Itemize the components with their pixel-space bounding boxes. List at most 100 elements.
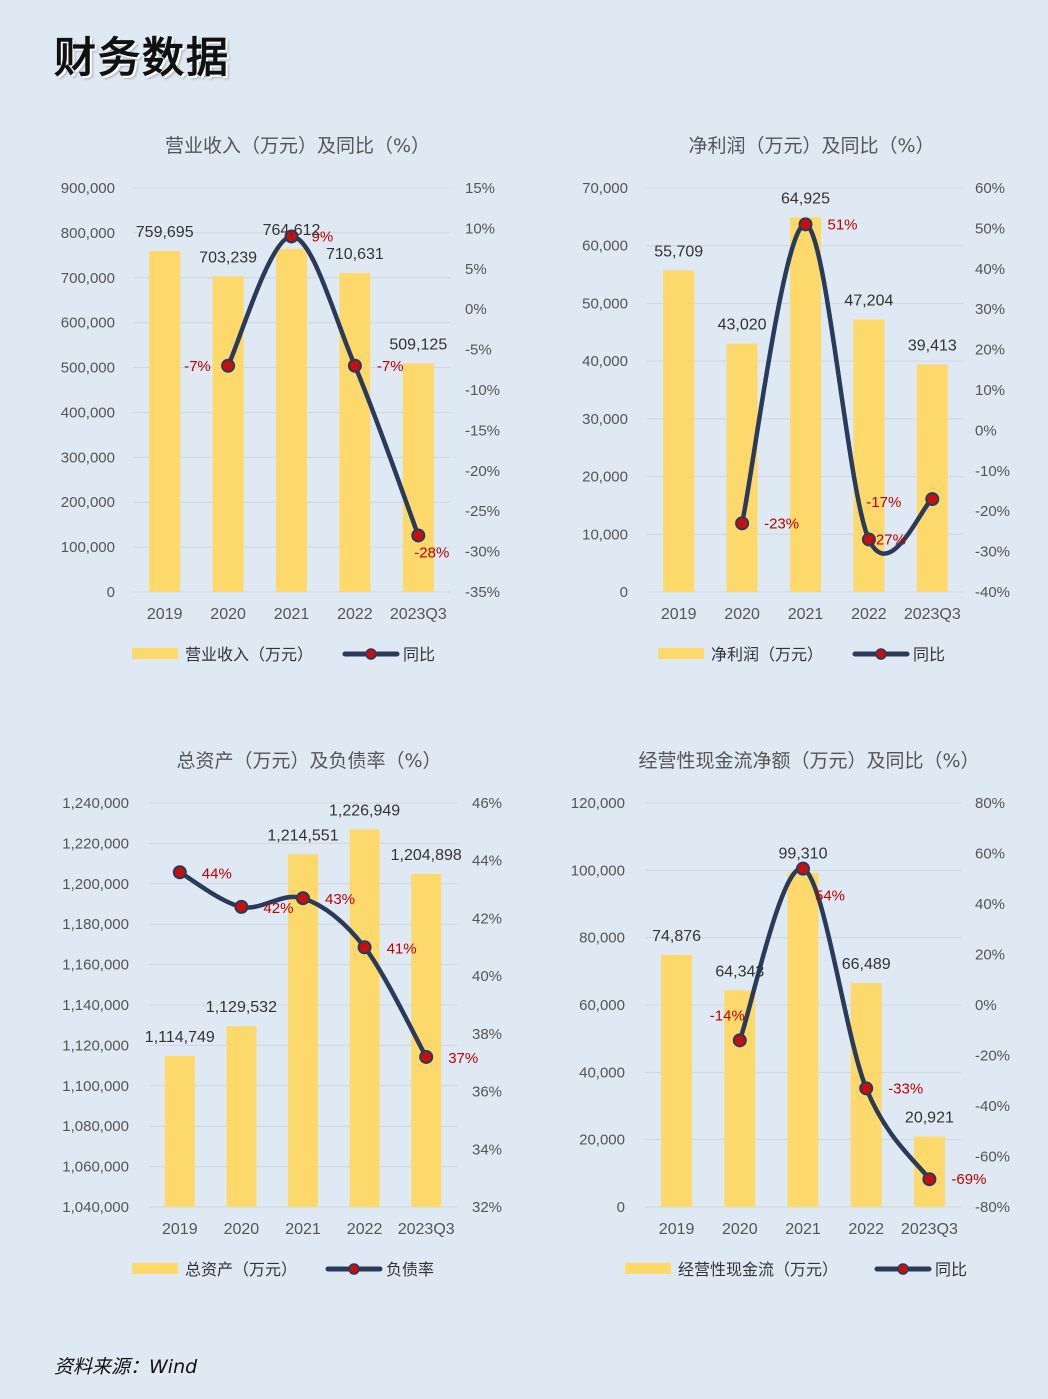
left-tick-label: 900,000 [61, 180, 115, 197]
line-marker [859, 1081, 874, 1096]
total-assets-chart: 总资产（万元）及负债率（%） 1,040,000 1,060,000 1,080,00… [0, 735, 524, 1315]
bar [276, 248, 307, 592]
x-tick-label: 2022 [347, 1221, 383, 1238]
legend-line-marker [365, 648, 377, 660]
left-tick-label: 0 [107, 584, 115, 601]
right-tick-label: -20% [975, 503, 1010, 520]
x-tick-label: 2020 [722, 1221, 758, 1238]
left-tick-label: 300,000 [61, 449, 115, 466]
pct-label: 44% [202, 865, 232, 882]
pct-label: 42% [263, 900, 293, 917]
left-tick-label: 10,000 [582, 526, 628, 543]
revenue-svg: 营业收入（万元）及同比（%） 0 100,000 200,000 300,000 400,… [61, 135, 500, 664]
right-tick-label: 10% [975, 382, 1005, 399]
right-tick-label: 40% [975, 896, 1005, 913]
pct-label: -69% [951, 1171, 986, 1188]
pct-label: -7% [377, 358, 404, 375]
bar [339, 273, 371, 592]
x-tick-label: 2019 [659, 1221, 695, 1238]
x-tick-label: 2023Q3 [398, 1221, 455, 1238]
right-tick-label: 32% [472, 1199, 502, 1216]
line-marker [925, 492, 940, 507]
bar [790, 217, 821, 592]
bar-value-label: 43,020 [718, 317, 767, 334]
right-tick-label: 40% [975, 261, 1005, 278]
profit-svg: 净利润（万元）及同比（%） 0 10,000 20,000 30,000 40,000 50… [582, 135, 1010, 664]
left-tick-label: 80,000 [579, 930, 625, 947]
left-tick-label: 20,000 [582, 469, 628, 486]
legend-bar-swatch [658, 648, 704, 659]
legend-bar-label: 总资产（万元） [185, 1260, 297, 1279]
x-tick-label: 2023Q3 [390, 606, 447, 623]
line-marker [172, 865, 187, 880]
pct-label: 37% [448, 1050, 478, 1067]
pct-label: -27% [871, 531, 906, 548]
bar-value-label: 1,204,898 [391, 847, 462, 864]
legend-line-label: 负债率 [386, 1260, 434, 1279]
right-tick-label: 44% [472, 853, 502, 870]
bar [349, 829, 380, 1207]
right-tick-label: 42% [472, 910, 502, 927]
left-tick-label: 1,100,000 [62, 1078, 129, 1095]
right-tick-label: 0% [975, 997, 997, 1014]
right-tick-label: 20% [975, 342, 1005, 359]
bar [661, 954, 693, 1207]
net-profit-chart: 净利润（万元）及同比（%） 0 10,000 20,000 30,000 40,000 50… [524, 120, 1048, 700]
right-tick-label: -60% [975, 1149, 1010, 1166]
right-tick-label: -5% [465, 342, 492, 359]
bar [853, 319, 885, 592]
right-tick-label: 34% [472, 1141, 502, 1158]
legend-line-marker [875, 648, 887, 660]
right-tick-label: 10% [465, 220, 495, 237]
line-series [739, 222, 935, 556]
left-tick-label: 1,040,000 [62, 1199, 129, 1216]
left-tick-label: 1,240,000 [62, 795, 129, 812]
chart-title: 净利润（万元）及同比（%） [688, 135, 934, 157]
line-marker [296, 891, 310, 906]
bar-value-label: 1,129,532 [206, 999, 277, 1016]
right-tick-label: -15% [465, 422, 500, 439]
revenue-chart: 营业收入（万元）及同比（%） 0 100,000 200,000 300,000 400,… [0, 120, 524, 700]
bar [402, 363, 434, 592]
bar [164, 1056, 195, 1207]
line-marker [347, 358, 362, 373]
left-tick-label: 20,000 [579, 1132, 625, 1149]
left-tick-label: 60,000 [582, 238, 628, 255]
source-note: 资料来源：Wind [54, 1356, 198, 1378]
pct-label: -17% [866, 494, 901, 511]
bar-value-label: 66,489 [842, 956, 891, 973]
x-tick-label: 2020 [210, 606, 246, 623]
right-tick-label: -25% [465, 503, 500, 520]
bar-value-label: 1,114,749 [145, 1029, 215, 1046]
bar-value-label: 710,631 [326, 246, 384, 263]
right-tick-label: -40% [975, 1098, 1010, 1115]
right-tick-label: 0% [465, 301, 487, 318]
line-marker [357, 940, 372, 955]
line-marker [234, 899, 249, 914]
right-tick-label: -10% [975, 463, 1010, 480]
x-tick-label: 2022 [851, 606, 887, 623]
assets-svg: 总资产（万元）及负债率（%） 1,040,000 1,060,000 1,080,00… [62, 750, 502, 1279]
legend-bar-label: 经营性现金流（万元） [678, 1260, 838, 1279]
bar-value-label: 1,214,551 [267, 827, 338, 844]
right-tick-label: 50% [975, 220, 1005, 237]
bar [787, 872, 819, 1207]
right-tick-label: 60% [975, 846, 1005, 863]
bar [212, 276, 244, 592]
operating-cashflow-chart: 经营性现金流净额（万元）及同比（%） 0 20,000 40,000 60,000 80,… [524, 735, 1048, 1315]
legend-line-marker [348, 1263, 360, 1275]
pct-label: -14% [710, 1007, 745, 1024]
pct-label: -33% [888, 1080, 923, 1097]
right-tick-label: -30% [975, 544, 1010, 561]
right-tick-label: 20% [975, 947, 1005, 964]
legend-bar-label: 净利润（万元） [711, 645, 823, 664]
bar-value-label: 64,925 [781, 190, 830, 207]
bar-value-label: 20,921 [905, 1110, 954, 1127]
left-tick-label: 600,000 [61, 315, 115, 332]
legend-line-label: 同比 [913, 645, 945, 664]
left-tick-label: 40,000 [582, 353, 628, 370]
left-tick-label: 800,000 [61, 225, 115, 242]
line-marker [922, 1172, 937, 1187]
right-tick-label: -30% [465, 544, 500, 561]
bar [149, 250, 181, 592]
